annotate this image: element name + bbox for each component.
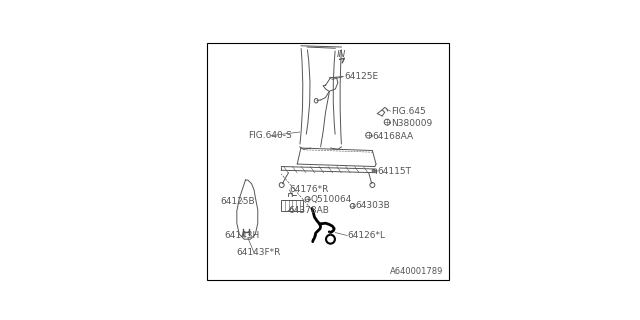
Text: 64143F*R: 64143F*R	[237, 248, 281, 257]
Text: 64126*L: 64126*L	[348, 231, 386, 240]
Text: Q510064: Q510064	[311, 195, 352, 204]
Text: 64143H: 64143H	[225, 231, 260, 240]
Text: 64168AA: 64168AA	[372, 132, 413, 141]
Text: 64303B: 64303B	[355, 202, 390, 211]
Text: 64125B: 64125B	[221, 196, 255, 205]
Text: 64176*R: 64176*R	[290, 185, 329, 195]
Text: N380009: N380009	[391, 119, 432, 128]
Text: IN: IN	[337, 50, 346, 59]
Text: 64115T: 64115T	[378, 167, 412, 176]
Text: A640001789: A640001789	[390, 267, 444, 276]
Text: 64125E: 64125E	[344, 72, 378, 81]
Bar	[281, 200, 303, 211]
Text: FIG.640-S: FIG.640-S	[248, 131, 292, 140]
Text: 64378AB: 64378AB	[289, 206, 330, 215]
Text: FIG.645: FIG.645	[391, 107, 426, 116]
